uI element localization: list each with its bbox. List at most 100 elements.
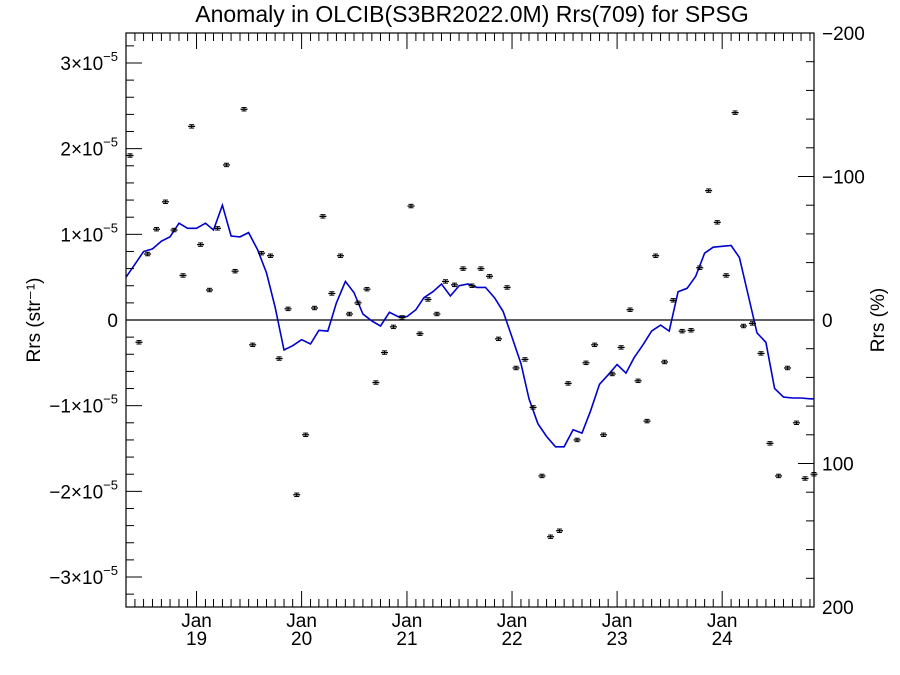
data-point bbox=[529, 405, 537, 410]
data-point bbox=[197, 242, 205, 247]
data-point bbox=[766, 441, 774, 446]
data-points-layer bbox=[126, 107, 818, 539]
y-axis-label: Rrs (str⁻¹) bbox=[24, 278, 45, 363]
data-point bbox=[442, 279, 450, 284]
data-point bbox=[293, 492, 301, 497]
smoothed-series-line bbox=[126, 202, 814, 448]
x-tick-year-label: 21 bbox=[396, 629, 417, 650]
data-point bbox=[713, 220, 721, 225]
data-point bbox=[170, 227, 178, 233]
y-tick-exponent: −5 bbox=[103, 135, 118, 150]
y-tick-label: −3×10−5 bbox=[49, 563, 118, 589]
data-point bbox=[135, 340, 143, 345]
x-tick-year-label: 20 bbox=[291, 629, 312, 650]
y-tick-label: 3×10−5 bbox=[60, 49, 118, 75]
y2-axis-label: Rrs (%) bbox=[868, 288, 889, 352]
x-tick-year-label: 23 bbox=[607, 629, 628, 650]
data-point bbox=[188, 124, 196, 129]
data-point bbox=[564, 381, 572, 386]
data-point bbox=[687, 328, 695, 333]
data-point bbox=[696, 265, 704, 270]
smoothed-line-layer bbox=[126, 202, 814, 448]
x-tick-year-label: 19 bbox=[186, 629, 207, 650]
data-point bbox=[354, 300, 362, 306]
y-tick-label: 2×10−5 bbox=[60, 135, 118, 161]
data-point bbox=[669, 298, 677, 303]
data-point bbox=[600, 432, 608, 438]
data-point bbox=[573, 437, 581, 443]
data-point bbox=[538, 473, 546, 479]
x-tick-year-label: 22 bbox=[501, 629, 522, 650]
y-tick-exponent: −5 bbox=[103, 477, 118, 492]
data-point bbox=[521, 357, 529, 362]
data-point bbox=[161, 199, 169, 204]
data-point bbox=[249, 342, 257, 348]
data-point bbox=[179, 273, 187, 278]
y-tick-label: −1×10−5 bbox=[49, 392, 118, 418]
data-point bbox=[705, 188, 713, 193]
data-point bbox=[205, 287, 213, 293]
data-point bbox=[424, 297, 432, 302]
data-point bbox=[775, 473, 783, 479]
data-point bbox=[748, 321, 756, 326]
y-tick-label: 0 bbox=[107, 311, 118, 332]
data-point bbox=[678, 328, 686, 334]
x-tick-month-label: Jan bbox=[181, 611, 212, 632]
data-point bbox=[582, 360, 590, 366]
data-point bbox=[477, 266, 485, 271]
data-point bbox=[626, 307, 634, 312]
axes-layer: Jan19Jan20Jan21Jan22Jan23Jan243×10−52×10… bbox=[49, 24, 865, 650]
data-point bbox=[608, 371, 616, 377]
data-point bbox=[407, 203, 415, 209]
y-tick-exponent: −5 bbox=[103, 563, 118, 578]
data-point bbox=[328, 291, 336, 296]
y2-tick-label: −200 bbox=[822, 24, 865, 45]
data-point bbox=[336, 253, 344, 258]
data-point bbox=[547, 534, 555, 539]
data-point bbox=[231, 268, 239, 274]
data-point bbox=[275, 356, 283, 361]
data-point bbox=[126, 153, 134, 158]
y-tick-exponent: −5 bbox=[103, 220, 118, 235]
data-point bbox=[617, 345, 625, 350]
data-point bbox=[512, 365, 520, 371]
y2-tick-label: 0 bbox=[822, 311, 833, 332]
y-tick-exponent: −5 bbox=[103, 49, 118, 64]
data-point bbox=[222, 162, 230, 168]
data-point bbox=[258, 250, 266, 256]
data-point bbox=[468, 283, 476, 288]
data-point bbox=[398, 315, 406, 320]
data-point bbox=[722, 273, 730, 278]
data-point bbox=[757, 351, 765, 356]
y2-tick-label: 100 bbox=[822, 455, 854, 476]
data-point bbox=[153, 226, 161, 232]
data-point bbox=[240, 107, 248, 112]
chart-title: Anomaly in OLCIB(S3BR2022.0M) Rrs(709) f… bbox=[195, 1, 748, 27]
data-point bbox=[556, 528, 564, 533]
y-tick-exponent: −5 bbox=[103, 392, 118, 407]
data-point bbox=[634, 378, 642, 384]
x-tick-month-label: Jan bbox=[392, 611, 423, 632]
y-tick-label: 1×10−5 bbox=[60, 220, 118, 246]
data-point bbox=[450, 282, 458, 288]
data-point bbox=[389, 324, 397, 330]
x-tick-month-label: Jan bbox=[602, 611, 633, 632]
data-point bbox=[372, 380, 380, 385]
data-point bbox=[486, 274, 494, 279]
x-tick-year-label: 24 bbox=[712, 629, 734, 650]
data-point bbox=[302, 432, 310, 438]
data-point bbox=[494, 336, 502, 342]
data-point bbox=[784, 365, 792, 371]
data-point bbox=[643, 418, 651, 424]
data-point bbox=[284, 306, 292, 312]
y-tick-label: −2×10−5 bbox=[49, 477, 118, 503]
data-point bbox=[214, 226, 222, 231]
data-point bbox=[381, 350, 389, 355]
y2-tick-label: 200 bbox=[822, 598, 854, 619]
data-point bbox=[792, 420, 800, 426]
data-point bbox=[652, 253, 660, 258]
data-point bbox=[311, 305, 319, 311]
data-point bbox=[739, 323, 747, 329]
data-point bbox=[661, 359, 669, 365]
